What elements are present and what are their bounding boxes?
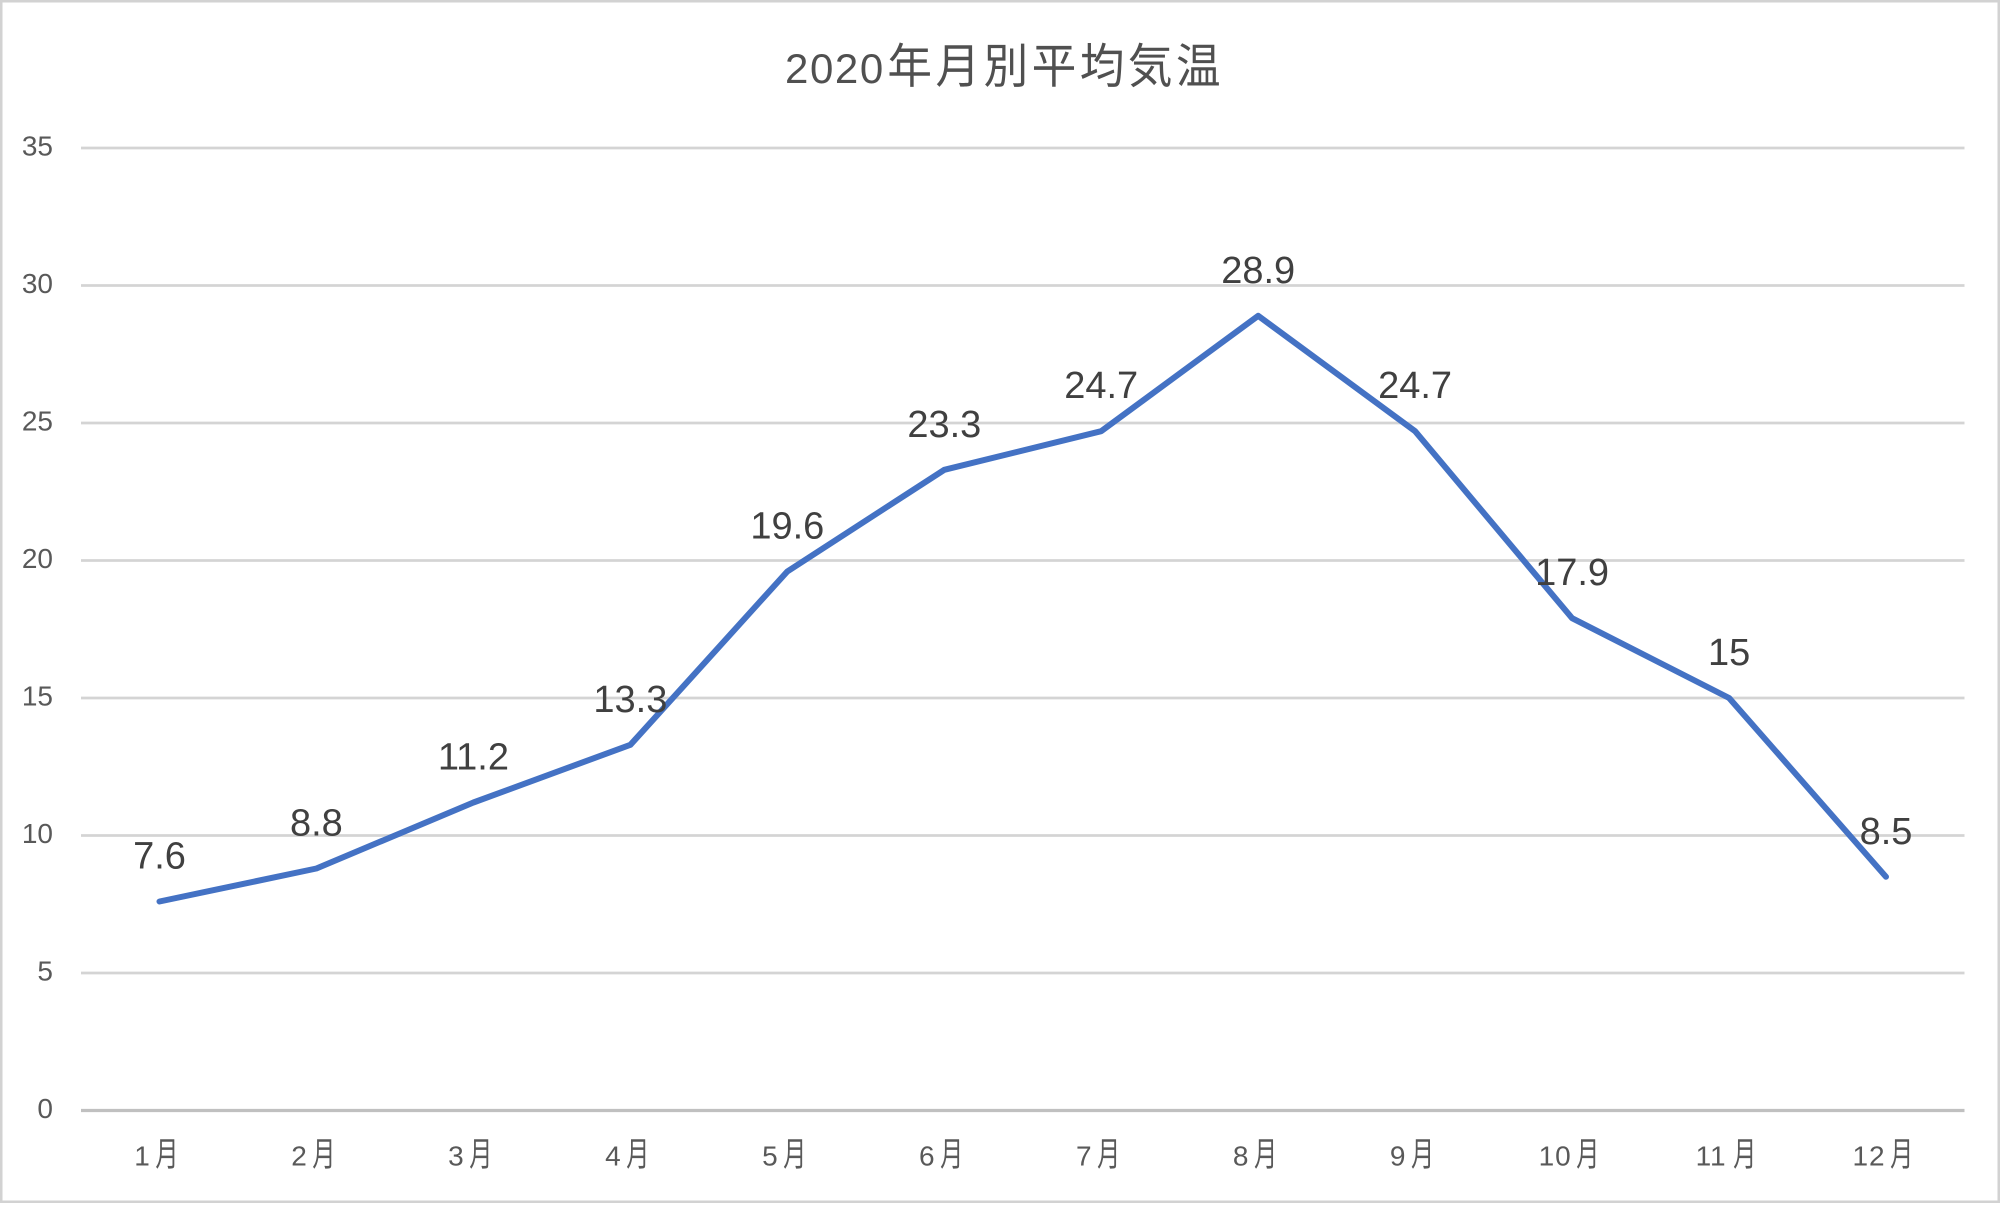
svg-text:0: 0 bbox=[37, 1093, 53, 1124]
svg-text:15: 15 bbox=[22, 681, 53, 712]
svg-text:24.7: 24.7 bbox=[1064, 365, 1138, 407]
svg-text:5: 5 bbox=[762, 1141, 778, 1172]
svg-text:35: 35 bbox=[22, 131, 53, 162]
svg-text:2020: 2020 bbox=[785, 45, 885, 92]
svg-text:10: 10 bbox=[22, 818, 53, 849]
svg-text:24.7: 24.7 bbox=[1378, 365, 1452, 407]
svg-text:19.6: 19.6 bbox=[750, 506, 824, 548]
svg-text:8.8: 8.8 bbox=[290, 803, 343, 845]
svg-text:17.9: 17.9 bbox=[1535, 552, 1609, 594]
svg-text:9: 9 bbox=[1390, 1141, 1406, 1172]
svg-text:2: 2 bbox=[291, 1141, 307, 1172]
svg-text:13.3: 13.3 bbox=[593, 679, 667, 721]
svg-text:1: 1 bbox=[134, 1141, 150, 1172]
svg-text:3: 3 bbox=[448, 1141, 464, 1172]
svg-text:30: 30 bbox=[22, 268, 53, 299]
svg-text:7: 7 bbox=[1076, 1141, 1092, 1172]
svg-text:23.3: 23.3 bbox=[907, 404, 981, 446]
svg-text:12: 12 bbox=[1853, 1141, 1886, 1172]
svg-text:11.2: 11.2 bbox=[438, 737, 509, 779]
svg-text:7.6: 7.6 bbox=[133, 836, 186, 878]
svg-text:25: 25 bbox=[22, 406, 53, 437]
svg-text:8.5: 8.5 bbox=[1860, 811, 1913, 853]
svg-text:4: 4 bbox=[605, 1141, 621, 1172]
svg-text:20: 20 bbox=[22, 543, 53, 574]
svg-text:6: 6 bbox=[919, 1141, 935, 1172]
svg-text:5: 5 bbox=[37, 956, 53, 987]
svg-text:15: 15 bbox=[1708, 632, 1750, 674]
svg-text:8: 8 bbox=[1233, 1141, 1249, 1172]
svg-text:28.9: 28.9 bbox=[1221, 250, 1295, 292]
svg-text:10: 10 bbox=[1539, 1141, 1572, 1172]
svg-text:11: 11 bbox=[1696, 1141, 1727, 1172]
